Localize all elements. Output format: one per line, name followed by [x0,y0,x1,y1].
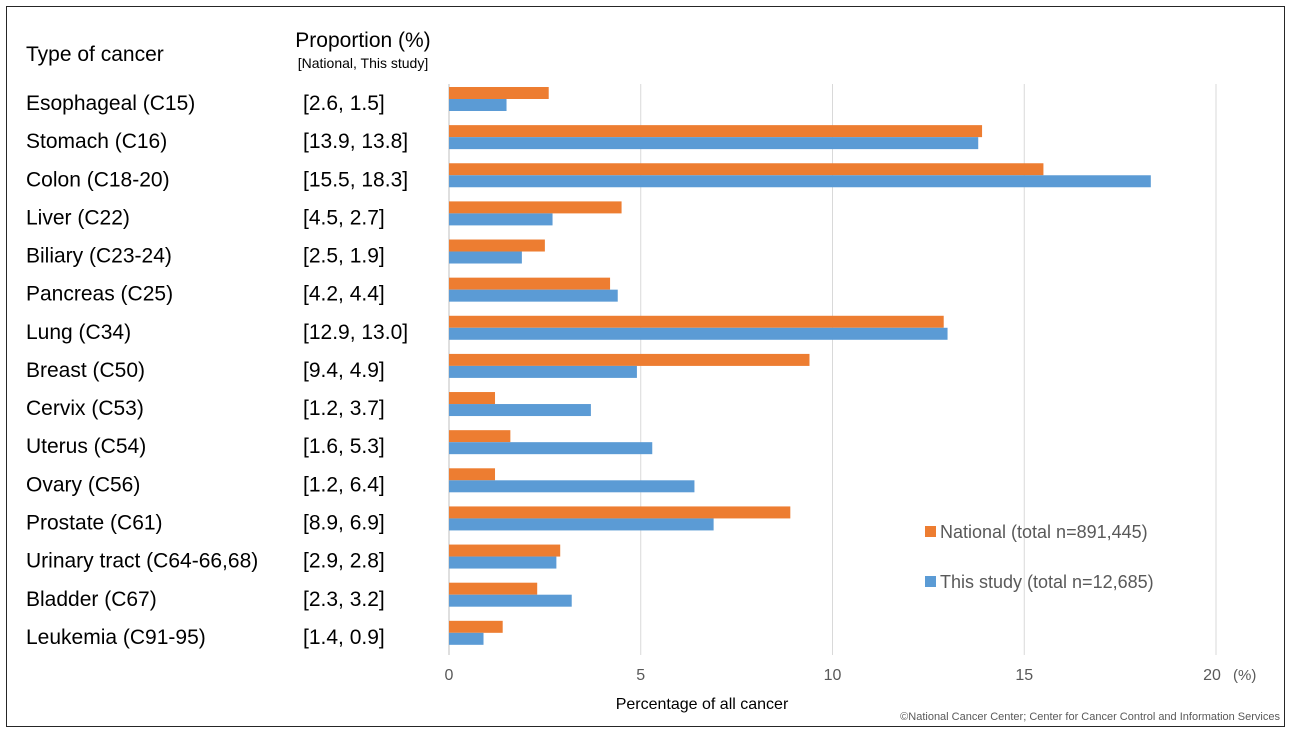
bar-this-study-urinary [449,556,557,569]
bar-national-esophageal [449,87,549,99]
legend-swatch-national [925,526,936,537]
bar-this-study-lung [449,327,948,340]
category-label-prostate: Prostate (C61) [26,511,163,534]
x-tick-labels: 0 5 10 15 20 [445,667,1221,684]
proportion-label-cervix: [1.2, 3.7] [303,397,385,420]
header-proportion-sub: [National, This study] [298,55,428,71]
proportion-label-leukemia: [1.4, 0.9] [303,626,385,649]
bar-national-lung [449,315,944,328]
bars [449,87,1151,645]
bar-this-study-colon [449,175,1151,188]
category-label-colon: Colon (C18-20) [26,168,170,191]
credit-text: ©National Cancer Center; Center for Canc… [900,711,1280,723]
bar-this-study-leukemia [449,632,484,645]
proportion-label-breast: [9.4, 4.9] [303,359,385,382]
category-labels: Esophageal (C15) Stomach (C16) Colon (C18-… [26,92,258,649]
bar-this-study-bladder [449,594,572,607]
x-tick-label-0: 0 [445,667,454,684]
category-label-urinary: Urinary tract (C64-66,68) [26,550,258,573]
bar-this-study-breast [449,365,637,378]
bar-national-prostate [449,506,791,519]
proportion-label-ovary: [1.2, 6.4] [303,473,385,496]
x-axis-title: Percentage of all cancer [616,696,789,713]
bar-national-bladder [449,582,538,595]
proportion-label-esophageal: [2.6, 1.5] [303,92,385,115]
legend-swatch-this-study [925,576,936,587]
bar-national-pancreas [449,277,611,290]
bar-national-uterus [449,430,511,443]
bar-national-colon [449,163,1044,176]
x-unit-label: (%) [1233,667,1256,684]
x-tick-label-15: 15 [1015,667,1033,684]
proportion-labels: [2.6, 1.5] [13.9, 13.8] [15.5, 18.3] [4.5, … [303,92,408,649]
category-label-leukemia: Leukemia (C91-95) [26,626,206,649]
proportion-label-pancreas: [4.2, 4.4] [303,283,385,306]
category-label-stomach: Stomach (C16) [26,130,167,153]
proportion-label-stomach: [13.9, 13.8] [303,130,408,153]
proportion-label-urinary: [2.9, 2.8] [303,550,385,573]
legend: National (total n=891,445) This study (t… [925,522,1154,592]
bar-this-study-stomach [449,137,979,150]
category-label-liver: Liver (C22) [26,206,130,229]
bar-national-cervix [449,392,496,405]
legend-label-this-study: This study (total n=12,685) [940,572,1154,592]
bar-this-study-esophageal [449,99,507,111]
bar-this-study-cervix [449,404,591,417]
bar-this-study-prostate [449,518,714,531]
header-proportion: Proportion (%) [295,29,430,52]
bar-this-study-pancreas [449,289,618,302]
bar-this-study-biliary [449,251,522,264]
bar-this-study-liver [449,213,553,226]
proportion-label-prostate: [8.9, 6.9] [303,511,385,534]
category-label-pancreas: Pancreas (C25) [26,283,173,306]
bar-national-liver [449,201,622,214]
legend-label-national: National (total n=891,445) [940,522,1148,542]
category-label-bladder: Bladder (C67) [26,588,157,611]
proportion-label-bladder: [2.3, 3.2] [303,588,385,611]
proportion-label-uterus: [1.6, 5.3] [303,435,385,458]
header-type-of-cancer: Type of cancer [26,43,164,66]
proportion-label-lung: [12.9, 13.0] [303,321,408,344]
bar-this-study-ovary [449,480,695,493]
category-label-uterus: Uterus (C54) [26,435,146,458]
bar-national-breast [449,353,810,366]
bar-national-biliary [449,239,545,252]
category-label-cervix: Cervix (C53) [26,397,144,420]
bar-national-stomach [449,125,983,138]
bar-national-leukemia [449,620,503,633]
bar-national-ovary [449,468,496,481]
category-label-lung: Lung (C34) [26,321,131,344]
category-label-ovary: Ovary (C56) [26,473,140,496]
proportion-label-biliary: [2.5, 1.9] [303,245,385,268]
proportion-label-colon: [15.5, 18.3] [303,168,408,191]
x-tick-label-5: 5 [636,667,645,684]
x-tick-label-10: 10 [824,667,842,684]
category-label-breast: Breast (C50) [26,359,145,382]
x-tick-label-20: 20 [1203,667,1221,684]
bar-national-urinary [449,544,561,557]
category-label-esophageal: Esophageal (C15) [26,92,195,115]
bar-this-study-uterus [449,442,653,455]
proportion-label-liver: [4.5, 2.7] [303,206,385,229]
category-label-biliary: Biliary (C23-24) [26,245,172,268]
